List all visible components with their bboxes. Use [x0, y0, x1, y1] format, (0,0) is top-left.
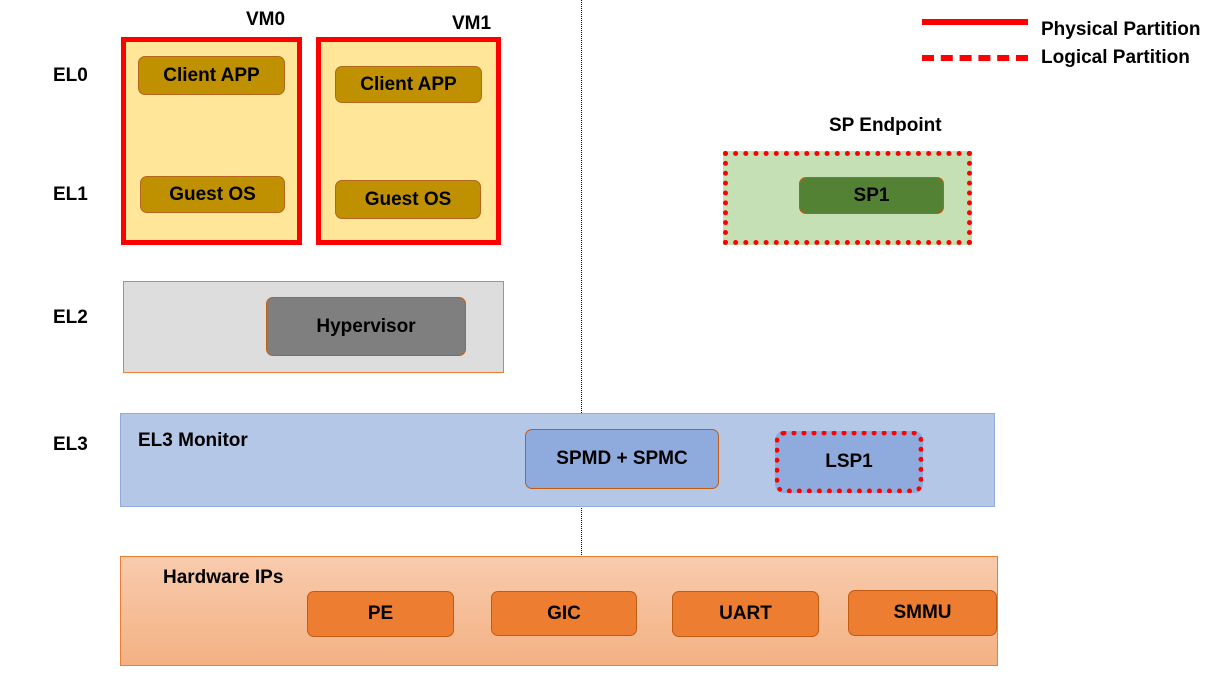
vm0-guest-os: Guest OS: [140, 176, 285, 213]
legend-logical-label: Logical Partition: [1041, 47, 1190, 68]
vm1-client-app: Client APP: [335, 66, 482, 103]
hardware-title: Hardware IPs: [163, 567, 284, 588]
el3-monitor-title: EL3 Monitor: [138, 430, 248, 451]
hypervisor-box: Hypervisor: [266, 297, 466, 356]
vm0-title: VM0: [246, 9, 286, 30]
vm0-client-app: Client APP: [138, 56, 285, 95]
level-el0: EL0: [53, 65, 88, 86]
spmd-spmc-box: SPMD + SPMC: [525, 429, 719, 489]
secure-divider-line: [581, 0, 582, 555]
hw-gic: GIC: [491, 591, 637, 636]
hw-smmu: SMMU: [848, 590, 997, 636]
legend-physical-label: Physical Partition: [1041, 19, 1201, 40]
lsp1-box: LSP1: [775, 431, 923, 493]
hw-uart: UART: [672, 591, 819, 637]
level-el3: EL3: [53, 434, 88, 455]
level-el1: EL1: [53, 184, 88, 205]
level-el2: EL2: [53, 307, 88, 328]
sp1-box: SP1: [799, 177, 944, 214]
sp-endpoint-title: SP Endpoint: [829, 115, 942, 136]
hw-pe: PE: [307, 591, 454, 637]
legend-physical-line: [922, 19, 1028, 25]
legend-logical-line: [922, 55, 1028, 61]
vm1-title: VM1: [452, 13, 492, 34]
vm1-guest-os: Guest OS: [335, 180, 481, 219]
